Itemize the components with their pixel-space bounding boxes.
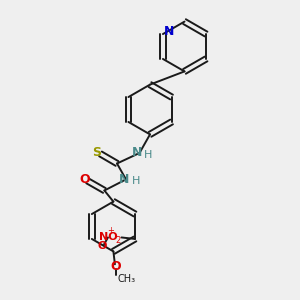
Text: +: + xyxy=(107,226,114,235)
Text: H: H xyxy=(131,176,140,186)
Text: CH₃: CH₃ xyxy=(117,274,135,284)
Text: NO: NO xyxy=(99,232,117,242)
Text: O: O xyxy=(97,242,107,251)
Text: O: O xyxy=(110,260,121,273)
Text: N: N xyxy=(164,25,174,38)
Text: O: O xyxy=(79,173,90,186)
Text: S: S xyxy=(92,146,101,159)
Text: H: H xyxy=(144,149,153,160)
Text: N: N xyxy=(132,146,142,160)
Text: 2: 2 xyxy=(116,236,121,245)
Text: N: N xyxy=(119,173,130,186)
